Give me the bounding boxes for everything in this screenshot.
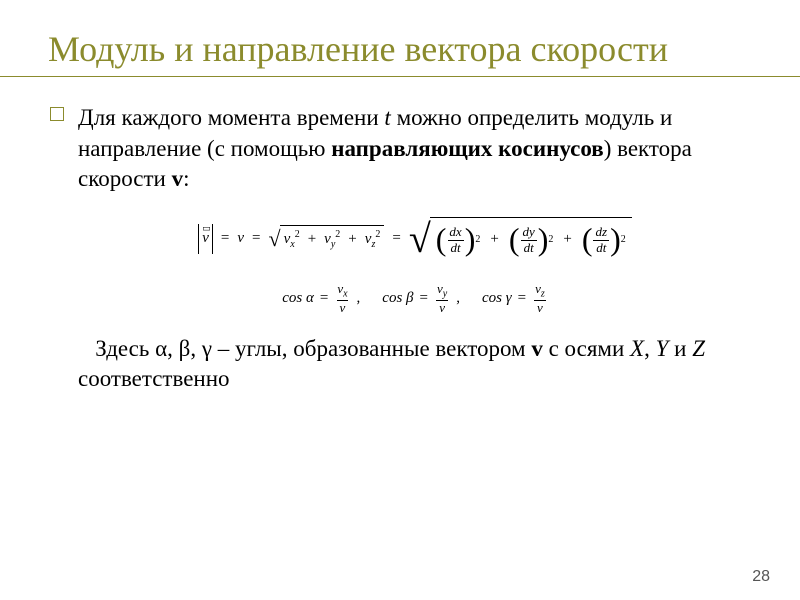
- sqrt-components: √ vx2 + vy2 + vz2: [269, 225, 385, 251]
- sqrt-derivatives: √ ( dxdt )2 + ( dydt )2 +: [409, 217, 632, 261]
- concl-v: v: [531, 336, 543, 361]
- eq-sign-3: =: [392, 229, 400, 249]
- cosa-eq: =: [320, 289, 328, 309]
- vector-arrow-icon: ▭: [202, 223, 211, 235]
- bullet-paragraph: Для каждого момента времени t можно опре…: [78, 103, 752, 194]
- cosa-sep: ,: [357, 289, 361, 309]
- dx-den: dt: [448, 240, 464, 256]
- var-v-bold: v: [172, 166, 184, 191]
- cosa-lhs: cos α: [282, 289, 314, 309]
- cosa-num-sub: x: [343, 288, 347, 299]
- plus-1: +: [308, 230, 316, 250]
- dx-num: dx: [446, 225, 464, 240]
- cosb-sep: ,: [456, 289, 460, 309]
- cosb-lhs: cos β: [382, 289, 413, 309]
- vz-sup: 2: [375, 229, 380, 240]
- vx-sub: x: [290, 239, 294, 250]
- bullet-post2: :: [183, 166, 189, 191]
- bullet-bold: направляющих косинусов: [331, 136, 603, 161]
- dy-den: dt: [521, 240, 537, 256]
- concl-x: X: [630, 336, 644, 361]
- cosg-num-sub: z: [541, 288, 545, 299]
- vy-sup: 2: [335, 229, 340, 240]
- concl-c2: и: [668, 336, 692, 361]
- concl-mid: с осями: [543, 336, 630, 361]
- dxdt-term: ( dxdt )2: [436, 225, 481, 256]
- vx-sup: 2: [295, 229, 300, 240]
- dx-sup: 2: [475, 233, 480, 246]
- plus-3: +: [490, 230, 498, 250]
- cosg-den: v: [534, 300, 546, 316]
- slide: Модуль и направление вектора скорости Дл…: [0, 0, 800, 600]
- title-underline: [0, 76, 800, 77]
- vy-base: v: [324, 231, 331, 247]
- concl-post: соответственно: [78, 366, 230, 391]
- plus-4: +: [563, 230, 571, 250]
- concl-z: Z: [692, 336, 705, 361]
- concl-pre: Здесь α, β, γ – углы, образованные векто…: [95, 336, 531, 361]
- cosg-eq: =: [518, 289, 526, 309]
- page-number: 28: [752, 568, 770, 586]
- bullet-icon: [50, 107, 64, 121]
- concl-y: Y: [656, 336, 669, 361]
- vy-sub: y: [331, 239, 335, 250]
- dz-sup: 2: [621, 233, 626, 246]
- dy-sup: 2: [548, 233, 553, 246]
- dz-num: dz: [593, 225, 611, 240]
- conclusion: Здесь α, β, γ – углы, образованные векто…: [78, 334, 752, 395]
- cos-gamma: cos γ = vz v: [482, 282, 548, 316]
- cosb-num-sub: y: [443, 288, 447, 299]
- dzdt-term: ( dzdt )2: [582, 225, 626, 256]
- vz-sub: z: [371, 239, 375, 250]
- equation-magnitude: ▭ v = v = √ vx2 + vy2 + vz2: [78, 217, 752, 262]
- dz-den: dt: [593, 240, 609, 256]
- cosb-den: v: [436, 300, 448, 316]
- slide-title: Модуль и направление вектора скорости: [48, 28, 752, 70]
- abs-v: ▭ v: [198, 224, 213, 254]
- bullet-text-pre: Для каждого момента времени: [78, 105, 384, 130]
- cosa-den: v: [337, 300, 349, 316]
- cosg-lhs: cos γ: [482, 289, 512, 309]
- scalar-v: v: [237, 229, 244, 249]
- cosb-eq: =: [420, 289, 428, 309]
- dydt-term: ( dydt )2: [509, 225, 554, 256]
- dy-num: dy: [519, 225, 537, 240]
- eq-sign-2: =: [252, 229, 260, 249]
- plus-2: +: [348, 230, 356, 250]
- cos-beta: cos β = vy v ,: [382, 282, 460, 316]
- concl-c1: ,: [644, 336, 656, 361]
- cos-alpha: cos α = vx v ,: [282, 282, 360, 316]
- equation-cosines: cos α = vx v , cos β = vy v ,: [78, 280, 752, 316]
- eq-sign-1: =: [221, 229, 229, 249]
- slide-body: Для каждого момента времени t можно опре…: [48, 103, 752, 394]
